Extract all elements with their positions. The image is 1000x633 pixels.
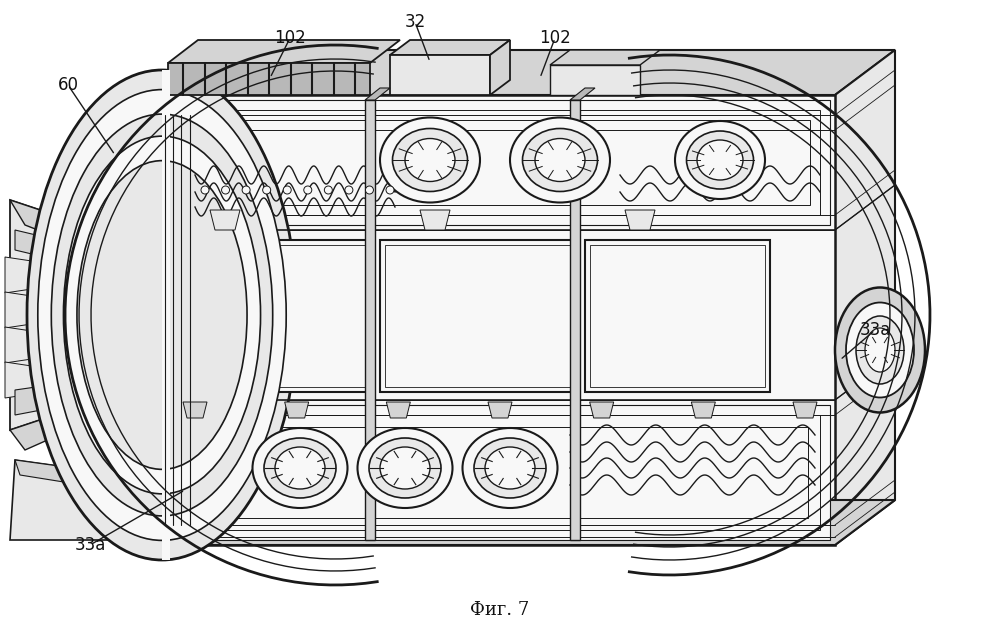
Ellipse shape [222,186,230,194]
Ellipse shape [392,128,468,192]
Polygon shape [10,200,130,430]
Polygon shape [835,50,895,545]
Polygon shape [570,100,580,540]
Ellipse shape [686,131,754,189]
Ellipse shape [345,186,353,194]
Ellipse shape [835,287,925,413]
Polygon shape [570,88,595,100]
Polygon shape [10,460,160,540]
Ellipse shape [675,121,765,199]
Polygon shape [15,375,120,415]
Polygon shape [365,100,375,540]
Polygon shape [175,240,370,392]
Ellipse shape [263,186,271,194]
Text: 60: 60 [58,76,78,94]
Ellipse shape [38,90,286,541]
Polygon shape [5,327,45,363]
Ellipse shape [380,447,430,489]
Ellipse shape [856,316,904,384]
Text: 102: 102 [539,29,571,47]
Ellipse shape [358,428,452,508]
Polygon shape [168,63,370,95]
Ellipse shape [462,428,558,508]
Ellipse shape [77,161,247,469]
Polygon shape [210,210,240,230]
Polygon shape [488,402,512,418]
Ellipse shape [27,70,297,560]
Ellipse shape [846,303,914,398]
Ellipse shape [865,328,895,372]
Ellipse shape [275,447,325,489]
Polygon shape [386,402,410,418]
Polygon shape [365,88,390,100]
Text: 32: 32 [404,13,426,31]
Polygon shape [15,460,160,495]
Ellipse shape [369,438,441,498]
Ellipse shape [252,428,348,508]
Ellipse shape [264,438,336,498]
Text: 33а: 33а [74,536,106,554]
Polygon shape [691,402,715,418]
Polygon shape [10,390,130,450]
Polygon shape [5,362,45,398]
Ellipse shape [283,186,291,194]
Ellipse shape [522,128,598,192]
Ellipse shape [201,186,209,194]
Polygon shape [420,210,450,230]
Polygon shape [10,200,130,260]
Polygon shape [550,65,640,95]
Polygon shape [380,240,575,392]
Text: Фиг. 7: Фиг. 7 [470,601,530,619]
Ellipse shape [535,139,585,182]
Ellipse shape [324,186,332,194]
Ellipse shape [51,114,273,516]
Polygon shape [490,40,510,95]
Polygon shape [170,100,830,225]
Polygon shape [550,50,660,65]
Ellipse shape [365,186,373,194]
Ellipse shape [380,118,480,203]
Ellipse shape [474,438,546,498]
Polygon shape [15,230,120,275]
Ellipse shape [304,186,312,194]
Ellipse shape [485,447,535,489]
Text: 33а: 33а [859,321,891,339]
Polygon shape [590,402,614,418]
Ellipse shape [242,186,250,194]
Ellipse shape [510,118,610,203]
Ellipse shape [386,186,394,194]
Polygon shape [183,402,207,418]
Ellipse shape [63,136,261,494]
Polygon shape [793,402,817,418]
Polygon shape [585,240,770,392]
Polygon shape [168,40,400,63]
Polygon shape [165,50,895,95]
Text: 102: 102 [274,29,306,47]
Polygon shape [5,292,45,328]
Ellipse shape [405,139,455,182]
Polygon shape [165,500,895,545]
Ellipse shape [697,140,743,180]
Polygon shape [162,70,170,560]
Polygon shape [285,402,309,418]
Polygon shape [170,405,830,540]
Polygon shape [390,55,490,95]
Polygon shape [625,210,655,230]
Polygon shape [390,40,510,55]
Polygon shape [5,257,45,293]
Polygon shape [165,95,835,545]
